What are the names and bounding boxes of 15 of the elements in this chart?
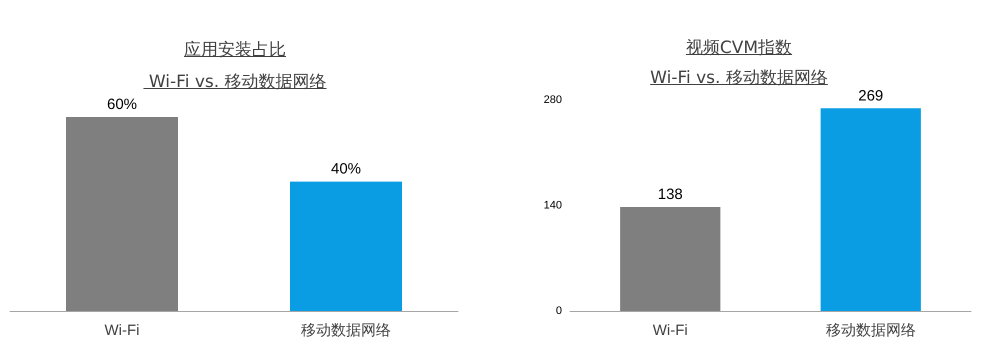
data-label: 138 — [658, 186, 683, 204]
data-label: 60% — [106, 96, 138, 113]
y-tick-label: 140 — [544, 200, 562, 212]
x-tick-label: 移动数据网络 — [301, 322, 391, 339]
y-tick-label: 280 — [544, 94, 562, 106]
chart-subtitle: Wi-Fi vs. 移动数据网络 — [649, 67, 829, 89]
chart-title: 视频CVM指数 — [684, 37, 794, 59]
x-tick-label: Wi-Fi — [652, 322, 688, 339]
data-label: 269 — [858, 87, 884, 104]
x-tick-label: 移动数据网络 — [826, 322, 916, 339]
chart-title: 应用安装占比 — [183, 39, 287, 61]
x-tick-label: Wi-Fi — [104, 322, 140, 339]
y-tick-label: 0 — [556, 305, 562, 317]
data-label: 40% — [330, 160, 362, 178]
chart-subtitle: Wi-Fi vs. 移动数据网络 — [148, 71, 328, 93]
